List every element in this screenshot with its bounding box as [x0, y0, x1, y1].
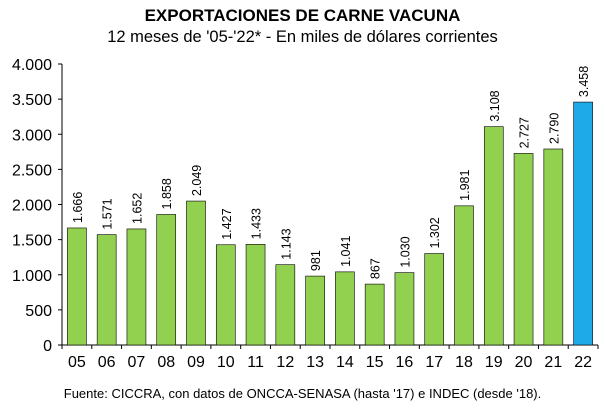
data-label: 981: [309, 250, 323, 271]
y-tick-label: 4.000: [12, 57, 52, 74]
x-tick-label: 06: [98, 354, 116, 371]
data-label: 2.049: [190, 165, 204, 196]
data-label: 1.666: [71, 192, 85, 223]
y-tick-label: 2.000: [12, 198, 52, 215]
chart-subtitle: 12 meses de '05-'22* - En miles de dólar…: [107, 28, 498, 46]
data-label: 867: [369, 258, 383, 279]
y-tick-label: 500: [25, 303, 52, 320]
x-tick-label: 09: [187, 354, 205, 371]
bar: [305, 275, 325, 346]
bar: [275, 264, 296, 346]
bar: [96, 234, 117, 346]
bar: [364, 283, 385, 346]
bar: [573, 101, 593, 346]
x-tick-label: 12: [276, 354, 294, 371]
data-label: 1.433: [250, 208, 264, 239]
bar: [424, 253, 445, 346]
data-label: 2.727: [518, 117, 532, 148]
x-tick-label: 22: [574, 354, 592, 371]
bar: [513, 153, 534, 346]
x-tick-label: 14: [336, 354, 354, 371]
y-tick-label: 0: [43, 338, 52, 355]
chart-title: EXPORTACIONES DE CARNE VACUNA: [144, 6, 461, 25]
bar: [335, 271, 355, 346]
data-label: 2.790: [547, 113, 561, 144]
data-label: 1.143: [279, 228, 293, 259]
x-tick-label: 21: [544, 354, 562, 371]
data-label: 3.108: [488, 90, 502, 121]
x-tick-label: 08: [157, 354, 175, 371]
x-tick-label: 17: [425, 354, 443, 371]
y-tick-label: 3.500: [12, 92, 52, 109]
x-tick-label: 18: [455, 354, 473, 371]
bar: [126, 228, 147, 346]
x-tick-label: 15: [366, 354, 384, 371]
source-note: Fuente: CICCRA, con datos de ONCCA-SENAS…: [63, 386, 542, 401]
data-label: 1.302: [428, 217, 442, 248]
bar: [483, 126, 504, 346]
data-label: 1.030: [398, 236, 412, 267]
x-tick-label: 16: [396, 354, 414, 371]
data-label: 1.571: [101, 198, 115, 229]
y-tick-label: 1.000: [12, 268, 52, 285]
data-label: 1.041: [339, 236, 353, 267]
x-tick-label: 20: [515, 354, 533, 371]
x-tick-label: 11: [247, 354, 264, 371]
data-label: 1.652: [130, 193, 144, 224]
x-tick-label: 13: [306, 354, 324, 371]
bar: [215, 244, 236, 346]
x-tick-label: 10: [217, 354, 235, 371]
bar: [156, 214, 177, 346]
bar: [454, 205, 474, 346]
data-label: 1.427: [220, 208, 234, 239]
x-tick-label: 05: [68, 354, 86, 371]
y-tick-label: 3.000: [12, 127, 52, 144]
bar: [245, 244, 266, 346]
y-tick-label: 1.500: [12, 233, 52, 250]
bar: [394, 272, 415, 346]
x-tick-label: 19: [485, 354, 503, 371]
data-label: 1.858: [160, 178, 174, 209]
data-label: 1.981: [458, 170, 472, 201]
bar: [186, 200, 206, 346]
y-tick-label: 2.500: [12, 162, 52, 179]
bar: [67, 227, 87, 346]
bar: [543, 148, 564, 346]
data-label: 3.458: [577, 66, 591, 97]
x-tick-label: 07: [128, 354, 146, 371]
